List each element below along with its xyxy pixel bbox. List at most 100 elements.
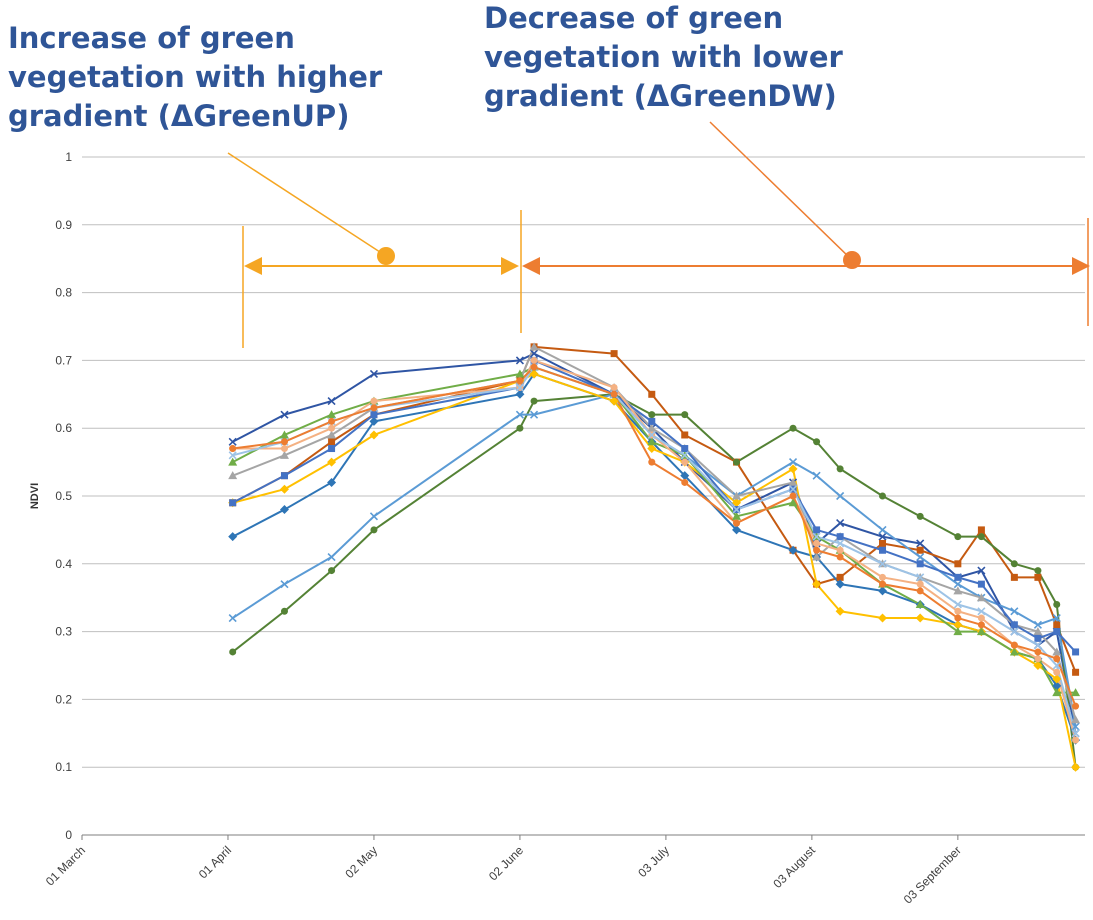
point [1052,681,1062,691]
point [647,430,656,440]
point [279,505,289,515]
point [280,410,289,419]
point [1034,567,1042,575]
point [530,363,538,371]
point [977,621,985,629]
point [328,567,336,575]
point [879,580,887,588]
point [648,411,656,419]
point [812,471,821,480]
point [953,627,963,636]
point [836,573,844,581]
point [916,573,925,582]
point [647,423,657,432]
point [280,472,288,480]
point [228,613,237,623]
point [681,478,689,486]
point [681,445,689,453]
point [976,593,986,602]
point [228,532,238,542]
point [648,458,656,466]
point [879,546,887,554]
point [529,342,539,351]
point [229,648,237,656]
point [515,389,525,399]
point [836,491,845,501]
point [1053,668,1061,676]
point [228,471,238,480]
point [977,580,985,588]
point [878,532,887,541]
point [732,505,741,514]
y-tick-label: 0.7 [55,353,72,367]
y-tick-label: 0.4 [55,557,72,571]
x-tick-label: 01 March [43,843,88,888]
x-tick-label: 03 July [635,843,672,880]
point [1071,715,1081,724]
point [812,532,821,541]
point [878,613,888,623]
point [813,546,821,554]
point [789,424,797,432]
point [369,416,379,426]
point [1009,647,1019,656]
point [370,397,378,405]
point [1052,674,1062,684]
point [1010,641,1018,649]
point [610,384,618,392]
x-tick-label: 02 May [342,843,380,881]
point [530,356,538,364]
point [879,573,887,581]
point [813,438,821,446]
point [1072,668,1080,676]
point [327,397,336,406]
point [836,519,845,528]
point [1010,607,1019,616]
x-tick-label: 03 September [901,843,964,906]
point [953,600,962,609]
point [1033,661,1043,670]
point [836,533,844,541]
point [812,552,822,561]
point [915,599,925,608]
point [916,560,924,568]
point [836,465,844,473]
series-line [232,359,1077,653]
point [515,383,524,392]
point [1053,600,1061,608]
point [280,607,288,615]
y-tick-label: 0.2 [55,692,72,706]
point [370,526,378,534]
point [1071,722,1080,731]
point [280,580,289,589]
point [279,430,289,439]
point [328,424,336,432]
x-tick-label: 01 April [196,843,234,881]
point [228,457,238,466]
point [1034,648,1042,656]
point [529,349,539,358]
annotation-text: gradient (ΔGreenDW) [484,79,837,113]
point [529,410,539,419]
point [328,438,336,446]
point [976,627,986,636]
point [515,356,524,365]
point [516,424,524,432]
point [732,511,742,520]
point [977,526,985,534]
point [327,457,337,467]
point [680,451,689,460]
point [1010,627,1019,636]
point [1072,702,1080,710]
point [813,526,821,534]
point [916,546,924,554]
point [954,573,962,581]
point [1033,620,1042,629]
point [788,545,798,555]
point [609,396,619,406]
y-tick-label: 0.6 [55,421,72,435]
point [916,512,924,520]
point [954,533,962,541]
point [327,430,337,439]
point [681,411,689,419]
